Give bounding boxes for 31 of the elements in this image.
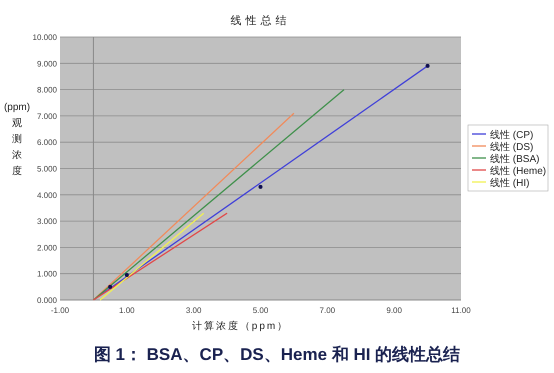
point [108,284,112,289]
x-tick-label: 5.00 [252,306,269,315]
caption: 图 1： BSA、CP、DS、Heme 和 HI 的线性总结 [94,345,460,364]
y-tick-label: 1.000 [36,270,58,279]
x-tick-label: 3.00 [186,306,202,315]
chart-title: 线性总结 [230,14,290,27]
y-tick-label: 9.000 [36,59,58,68]
y-tick-label: 7.000 [36,112,58,121]
point [258,184,262,189]
point [124,273,129,278]
legend-label: 线性 (HI) [490,177,530,189]
legend-label: 线性 (BSA) [490,153,540,165]
y-tick-label: 5.000 [36,164,58,174]
y-tick-label: 0.000 [36,296,58,305]
y-tick-label: 4.000 [36,190,58,200]
legend-label: 线性 (DS) [490,141,534,153]
x-tick-label: 9.00 [386,306,402,315]
x-tick-label: -1.00 [50,306,70,315]
x-tick-label: 1.00 [119,306,136,315]
y-axis-title: (ppm)观测浓度 [4,102,30,177]
y-tick-label: 3.000 [36,217,58,226]
point [426,64,430,68]
y-tick-label: 10.000 [32,33,58,42]
y-tick-label: 8.000 [36,86,58,95]
x-tick-label: 11.00 [451,306,472,315]
y-tick-label: 2.000 [36,243,58,252]
x-tick-label: 7.00 [320,306,336,315]
legend-label: 线性 (Heme) [490,165,546,177]
legend-label: 线性 (CP) [490,129,534,141]
y-tick-label: 6.000 [36,138,58,148]
x-axis-title: 计算浓度（ppm） [192,320,290,332]
